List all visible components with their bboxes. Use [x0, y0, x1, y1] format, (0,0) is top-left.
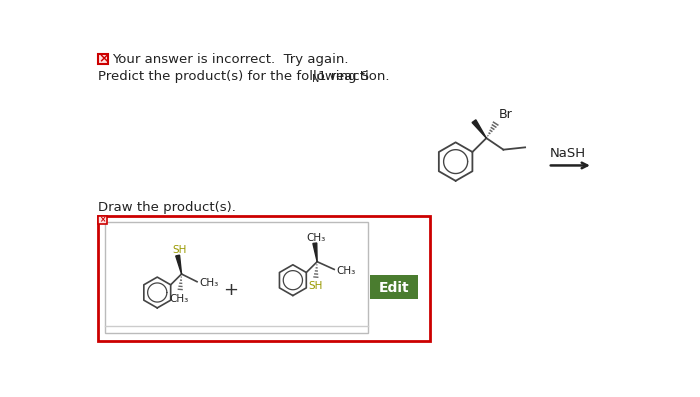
Polygon shape: [313, 243, 317, 262]
Bar: [98, 216, 430, 341]
Text: CH₃: CH₃: [169, 294, 189, 304]
Text: 1 reaction.: 1 reaction.: [318, 70, 389, 83]
Text: +: +: [223, 281, 239, 299]
Text: Draw the product(s).: Draw the product(s).: [98, 201, 236, 214]
Text: NaSH: NaSH: [550, 147, 585, 160]
Text: SH: SH: [309, 281, 323, 291]
Polygon shape: [472, 120, 486, 138]
Bar: [98, 216, 107, 224]
Text: Br: Br: [499, 108, 512, 121]
Text: ×: ×: [98, 53, 108, 66]
Text: ×: ×: [99, 216, 106, 225]
Text: Predict the product(s) for the following S: Predict the product(s) for the following…: [98, 70, 370, 83]
FancyBboxPatch shape: [98, 54, 108, 64]
Text: Edit: Edit: [379, 281, 410, 295]
Text: N: N: [312, 74, 320, 84]
Text: CH₃: CH₃: [307, 233, 326, 243]
Text: CH₃: CH₃: [199, 278, 218, 288]
Text: Your answer is incorrect.  Try again.: Your answer is incorrect. Try again.: [112, 53, 349, 66]
FancyBboxPatch shape: [370, 275, 419, 299]
Polygon shape: [176, 255, 181, 274]
Text: CH₃: CH₃: [337, 266, 356, 276]
Text: SH: SH: [172, 245, 186, 255]
Bar: [104, 222, 368, 333]
